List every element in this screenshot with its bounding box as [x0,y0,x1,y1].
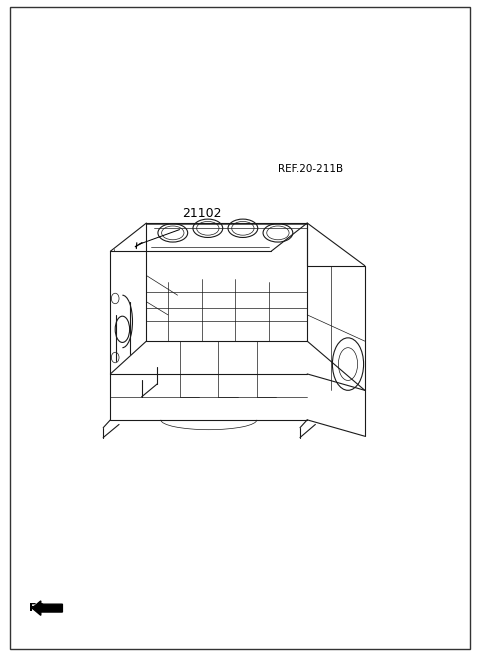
Text: REF.20-211B: REF.20-211B [278,164,344,174]
Text: 21102: 21102 [182,207,222,220]
FancyArrow shape [32,601,62,615]
Text: FR.: FR. [29,603,49,613]
